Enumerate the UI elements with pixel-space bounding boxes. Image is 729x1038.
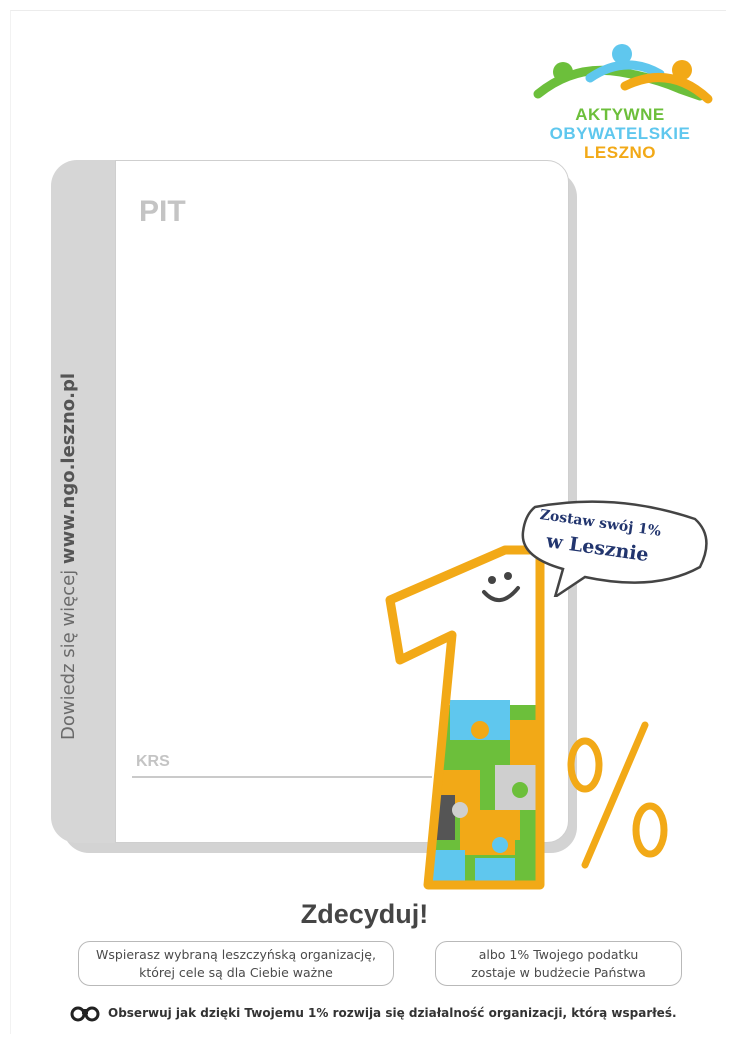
puzzle-fill	[420, 700, 540, 885]
krs-input-line	[132, 776, 432, 778]
percent-sign-icon	[567, 721, 668, 869]
choice-right-line2: zostaje w budżecie Państwa	[471, 965, 646, 980]
choice-right-line1: albo 1% Twojego podatku	[478, 947, 639, 962]
website-vertical-text: Dowiedz się więcej www.ngo.leszno.pl	[58, 373, 79, 740]
choice-left-line2: której cele są dla Ciebie ważne	[139, 965, 333, 980]
page-border	[10, 10, 726, 1034]
choice-budget-box: albo 1% Twojego podatku zostaje w budżec…	[435, 941, 682, 986]
footer-note: Obserwuj jak dzięki Twojemu 1% rozwija s…	[70, 1003, 677, 1023]
smiley-eye-right	[504, 572, 512, 580]
logo-figures-icon	[533, 44, 713, 104]
big-one-graphic	[385, 545, 668, 890]
choice-support-box: Wspierasz wybraną leszczyńską organizacj…	[78, 941, 394, 986]
aol-logo: AKTYWNE OBYWATELSKIE LESZNO	[530, 44, 715, 174]
footer-text: Obserwuj jak dzięki Twojemu 1% rozwija s…	[108, 1006, 677, 1020]
speech-bubble	[521, 500, 708, 597]
pit-label: PIT	[139, 195, 186, 228]
choice-left-line1: Wspierasz wybraną leszczyńską organizacj…	[96, 947, 376, 962]
website-url[interactable]: www.ngo.leszno.pl	[58, 372, 79, 565]
logo-line-1: AKTYWNE	[575, 105, 665, 124]
binoculars-icon	[70, 1006, 100, 1022]
smiley-eye-left	[488, 576, 496, 584]
logo-line-2: OBYWATELSKIE	[549, 124, 691, 143]
logo-line-3: LESZNO	[584, 143, 656, 162]
headline: Zdecyduj!	[300, 899, 429, 929]
krs-label: KRS	[136, 753, 170, 770]
website-prefix: Dowiedz się więcej	[58, 564, 79, 740]
